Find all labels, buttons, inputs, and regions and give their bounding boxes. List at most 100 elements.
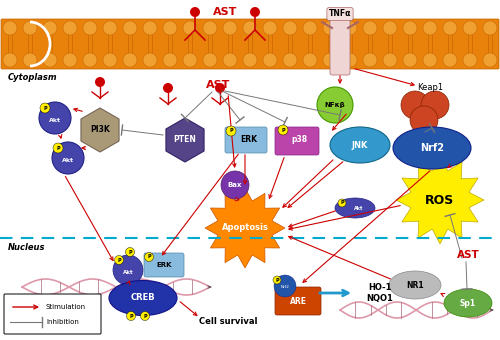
Circle shape (113, 255, 143, 285)
FancyBboxPatch shape (144, 253, 184, 277)
Text: Akt: Akt (62, 157, 74, 163)
Text: ROS: ROS (426, 193, 454, 206)
FancyBboxPatch shape (1, 19, 499, 69)
Circle shape (243, 21, 257, 35)
Circle shape (23, 21, 37, 35)
Circle shape (383, 21, 397, 35)
Circle shape (221, 171, 249, 199)
Text: Akt: Akt (49, 118, 61, 122)
Circle shape (363, 21, 377, 35)
Circle shape (126, 248, 134, 256)
Circle shape (483, 53, 497, 67)
Text: Cytoplasm: Cytoplasm (8, 73, 58, 83)
Circle shape (83, 21, 97, 35)
Circle shape (317, 87, 353, 123)
Circle shape (323, 53, 337, 67)
Text: TNFα: TNFα (329, 10, 351, 18)
Circle shape (410, 106, 438, 134)
Circle shape (23, 53, 37, 67)
Polygon shape (166, 118, 204, 162)
Circle shape (483, 21, 497, 35)
Text: P: P (340, 201, 344, 205)
Text: AST: AST (456, 250, 479, 260)
Text: Stimulation: Stimulation (46, 304, 86, 310)
Text: P: P (143, 313, 147, 319)
Text: PI3K: PI3K (90, 125, 110, 135)
Circle shape (223, 21, 237, 35)
Circle shape (243, 53, 257, 67)
Text: HO-1
NQO1: HO-1 NQO1 (366, 283, 394, 303)
Circle shape (363, 53, 377, 67)
Circle shape (226, 126, 236, 136)
Circle shape (95, 77, 105, 87)
Circle shape (83, 53, 97, 67)
FancyBboxPatch shape (275, 287, 321, 315)
Circle shape (40, 103, 50, 113)
Circle shape (303, 21, 317, 35)
Circle shape (250, 7, 260, 17)
Circle shape (273, 276, 281, 284)
Text: P: P (281, 128, 285, 133)
Text: Apoptosis: Apoptosis (222, 223, 268, 233)
Text: ARE: ARE (290, 298, 306, 306)
Circle shape (43, 53, 57, 67)
Polygon shape (205, 188, 285, 268)
Circle shape (215, 83, 225, 93)
Circle shape (343, 53, 357, 67)
Text: PTEN: PTEN (174, 136, 197, 144)
Circle shape (323, 21, 337, 35)
Polygon shape (396, 156, 484, 244)
Circle shape (403, 53, 417, 67)
Ellipse shape (330, 127, 390, 163)
Text: P: P (229, 129, 233, 134)
Circle shape (203, 53, 217, 67)
Text: Bax: Bax (228, 182, 242, 188)
Circle shape (274, 275, 296, 297)
Circle shape (403, 21, 417, 35)
Circle shape (143, 21, 157, 35)
Circle shape (52, 142, 84, 174)
Circle shape (223, 53, 237, 67)
Circle shape (3, 21, 17, 35)
Circle shape (63, 21, 77, 35)
Circle shape (43, 21, 57, 35)
Circle shape (126, 311, 136, 321)
Text: p38: p38 (291, 136, 307, 144)
Circle shape (144, 253, 154, 261)
Text: P: P (128, 250, 132, 255)
Circle shape (123, 21, 137, 35)
Circle shape (140, 311, 149, 321)
Circle shape (163, 83, 173, 93)
Text: P: P (275, 277, 279, 283)
Circle shape (443, 21, 457, 35)
Circle shape (53, 143, 63, 153)
Circle shape (383, 53, 397, 67)
Text: Nrf2: Nrf2 (280, 285, 289, 289)
Text: NR1: NR1 (406, 280, 424, 289)
Text: Nrf2: Nrf2 (420, 143, 444, 153)
Text: P: P (43, 105, 47, 111)
Circle shape (423, 21, 437, 35)
Circle shape (103, 21, 117, 35)
Circle shape (421, 91, 449, 119)
Circle shape (401, 91, 429, 119)
Text: JNK: JNK (352, 140, 368, 150)
Text: Inhibition: Inhibition (46, 319, 79, 325)
Circle shape (423, 53, 437, 67)
Circle shape (3, 53, 17, 67)
Circle shape (183, 21, 197, 35)
Circle shape (463, 53, 477, 67)
Circle shape (283, 53, 297, 67)
Text: AST: AST (213, 7, 237, 17)
FancyBboxPatch shape (225, 127, 267, 153)
Polygon shape (81, 108, 119, 152)
Ellipse shape (393, 127, 471, 169)
Circle shape (163, 21, 177, 35)
Circle shape (263, 21, 277, 35)
Text: Sp1: Sp1 (460, 299, 476, 307)
Circle shape (103, 53, 117, 67)
Text: AST: AST (206, 80, 230, 90)
Circle shape (39, 102, 71, 134)
FancyBboxPatch shape (4, 294, 101, 334)
Text: P: P (117, 257, 121, 262)
